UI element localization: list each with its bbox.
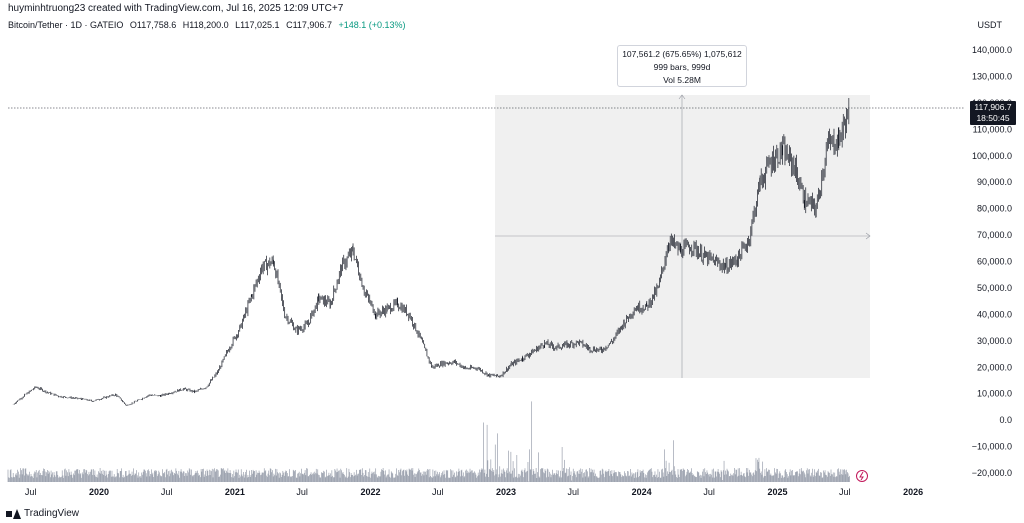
symbol-info: Bitcoin/Tether · 1D · GATEIO O117,758.6 … [8, 20, 414, 30]
x-tick-label: Jul [839, 487, 851, 497]
measure-volume: Vol 5.28M [663, 75, 701, 85]
x-tick-label: Jul [432, 487, 444, 497]
y-tick-label: 80,000.0 [977, 204, 1012, 214]
currency-label[interactable]: USDT [977, 20, 1003, 30]
y-tick-label: 20,000.0 [977, 362, 1012, 372]
countdown-value: 18:50:45 [976, 113, 1010, 123]
y-tick-label: 30,000.0 [977, 336, 1012, 346]
y-tick-label: 10,000.0 [977, 389, 1012, 399]
y-tick-label: 140,000.0 [972, 45, 1012, 55]
x-tick-label: Jul [25, 487, 37, 497]
y-tick-label: 90,000.0 [977, 177, 1012, 187]
last-price-tag: 117,906.7 18:50:45 [970, 101, 1016, 125]
x-axis: Jul 2020 Jul 2021 Jul 2022 Jul 2023 Jul 2024 Jul 20… [25, 487, 923, 497]
y-tick-label: 40,000.0 [977, 309, 1012, 319]
ohlc-values: O117,758.6 H118,200.0 L117,025.1 C117,90… [130, 20, 410, 30]
x-tick-label: 2022 [360, 487, 380, 497]
y-tick-label: 130,000.0 [972, 71, 1012, 81]
x-tick-label: 2024 [632, 487, 652, 497]
footer-brand[interactable]: TradingView [6, 508, 79, 519]
price-series [12, 98, 850, 406]
x-tick-label: 2020 [89, 487, 109, 497]
x-tick-label: 2025 [768, 487, 788, 497]
measure-tooltip: 107,561.2 (675.65%) 1,075,612 999 bars, … [617, 45, 747, 87]
y-tick-label: 70,000.0 [977, 230, 1012, 240]
measure-arrow-up [678, 94, 686, 100]
tradingview-logo-icon [6, 508, 21, 519]
high-value: H118,200.0 [182, 20, 229, 30]
low-value: L117,025.1 [235, 20, 280, 30]
y-tick-label: 0.0 [999, 415, 1012, 425]
y-tick-label: 110,000.0 [973, 124, 1012, 134]
measure-change: 107,561.2 (675.65%) 1,075,612 [622, 49, 742, 59]
symbol-name[interactable]: Bitcoin/Tether · 1D · GATEIO [8, 20, 124, 30]
x-tick-label: Jul [703, 487, 715, 497]
y-tick-label: −20,000.0 [972, 468, 1012, 478]
x-tick-label: Jul [161, 487, 173, 497]
x-tick-label: 2023 [496, 487, 516, 497]
volume-histogram [7, 401, 850, 482]
open-value: O117,758.6 [129, 20, 177, 30]
y-tick-label: 100,000.0 [972, 151, 1012, 161]
measure-bars: 999 bars, 999d [653, 62, 711, 72]
x-tick-label: Jul [296, 487, 308, 497]
measure-arrow-right [865, 232, 871, 240]
y-tick-label: 60,000.0 [977, 257, 1012, 267]
close-value: C117,906.7 [286, 20, 332, 30]
chart-credit: huyminhtruong23 created with TradingView… [8, 3, 344, 14]
measure-area [495, 95, 870, 378]
change-value: +148.1 (+0.13%) [338, 20, 406, 30]
y-tick-label: 50,000.0 [977, 283, 1012, 293]
x-tick-label: 2026 [903, 487, 923, 497]
brand-name: TradingView [24, 508, 80, 519]
flash-icon[interactable] [856, 470, 868, 482]
x-tick-label: 2021 [225, 487, 245, 497]
y-tick-label: −10,000.0 [972, 442, 1012, 452]
last-price-value: 117,906.7 [974, 102, 1012, 112]
x-tick-label: Jul [568, 487, 580, 497]
